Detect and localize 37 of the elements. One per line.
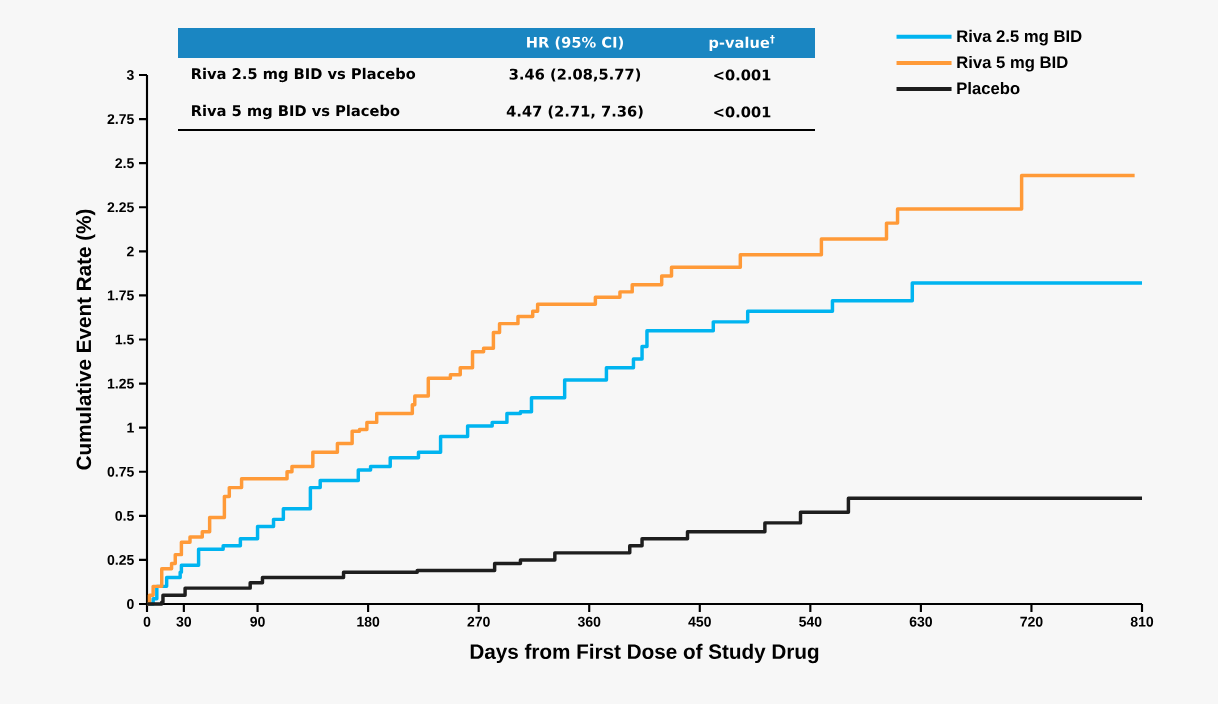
annotation: 3.46 (2.08,5.77): [509, 68, 641, 82]
y-tick-label: 2.5: [115, 158, 134, 169]
y-tick-label: 0: [127, 599, 134, 609]
x-tick-label: 30: [176, 616, 192, 627]
y-axis-title: Cumulative Event Rate (%): [75, 209, 96, 470]
y-tick-label: 3: [126, 70, 134, 80]
y-tick-label: 1.75: [107, 290, 134, 301]
y-tick-label: 1: [127, 422, 134, 433]
legend-label: Riva 5 mg BID: [957, 55, 1068, 72]
y-tick-label: 0.5: [115, 510, 134, 521]
x-axis-title: Days from First Dose of Study Drug: [470, 643, 819, 664]
x-tick-label: 360: [577, 616, 601, 627]
y-tick-label: 1.25: [107, 378, 134, 389]
x-tick-label: 540: [799, 616, 822, 627]
text: HR (95% CI): [527, 36, 623, 50]
text: p-value$^{†}$: [709, 35, 775, 51]
y-tick-label: 0.75: [107, 466, 134, 477]
y-tick-label: 2.25: [107, 202, 134, 213]
annotation: 4.47 (2.71, 7.36): [506, 105, 643, 119]
y-tick-label: 1.5: [115, 334, 134, 345]
x-tick-label: 90: [250, 616, 265, 627]
x-tick-label: 810: [1130, 616, 1154, 627]
x-tick-label: 720: [1020, 616, 1043, 627]
annotation: <0.001: [714, 69, 771, 81]
legend-label: Placebo: [957, 81, 1020, 95]
x-tick-label: 180: [357, 616, 380, 627]
x-tick-label: 450: [688, 616, 711, 627]
y-tick-label: 2.75: [107, 114, 134, 125]
annotation: Riva 2.5 mg BID vs Placebo: [192, 67, 416, 83]
y-tick-label: 0.25: [107, 554, 134, 565]
annotation: Riva 5 mg BID vs Placebo: [192, 104, 400, 120]
x-tick-label: 0: [143, 616, 151, 627]
legend-label: Riva 2.5 mg BID: [957, 29, 1082, 46]
annotation: <0.001: [714, 106, 771, 118]
x-tick-label: 270: [467, 616, 490, 627]
y-tick-label: 2: [126, 246, 134, 257]
x-tick-label: 630: [909, 616, 932, 627]
